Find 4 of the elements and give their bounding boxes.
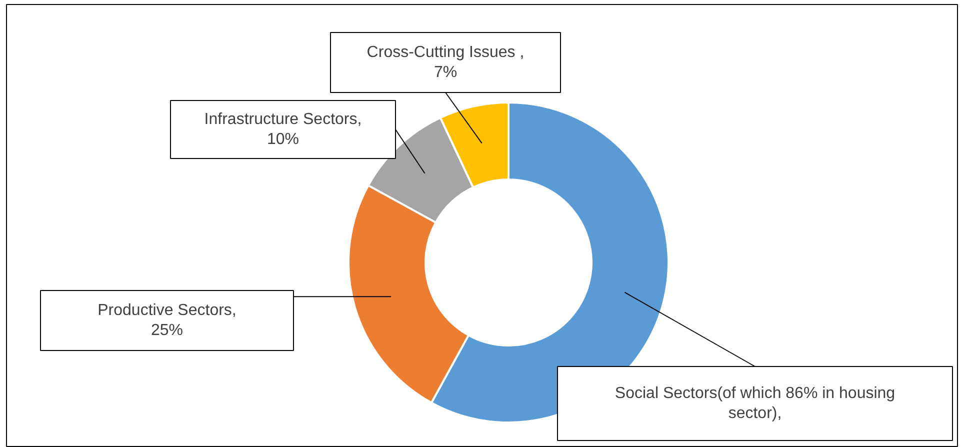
slice-label: Social Sectors(of which 86% in housing sector), bbox=[614, 385, 896, 422]
slice-label: Productive Sectors, 25% bbox=[98, 302, 236, 339]
slice-label: Cross-Cutting Issues , 7% bbox=[366, 44, 524, 81]
slice-label: Infrastructure Sectors, 10% bbox=[204, 111, 362, 148]
